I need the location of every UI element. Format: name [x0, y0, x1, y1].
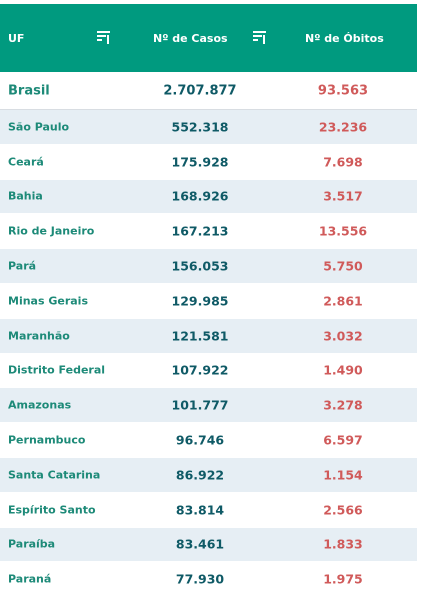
table-row: Ceará 175.928 7.698 — [0, 145, 417, 180]
casos-cell: 167.213 — [140, 214, 260, 248]
obitos-cell: 1.833 — [283, 528, 403, 562]
casos-value: 121.581 — [171, 328, 229, 344]
casos-value: 96.746 — [175, 432, 225, 448]
casos-value: 107.922 — [171, 362, 229, 378]
filter-icon[interactable] — [253, 31, 266, 44]
obitos-value: 1.154 — [323, 467, 363, 483]
casos-cell: 121.581 — [140, 319, 260, 353]
state-name: Paraíba — [8, 537, 56, 551]
obitos-cell: 2.861 — [283, 284, 403, 318]
column-header-obitos[interactable]: Nº de Óbitos — [305, 32, 384, 45]
column-header-casos[interactable]: Nº de Casos — [153, 32, 228, 45]
total-obitos: 93.563 — [317, 83, 369, 98]
table-row: Paraná 77.930 1.975 — [0, 562, 417, 597]
table-row: Pernambuco 96.746 6.597 — [0, 423, 417, 458]
obitos-value: 3.278 — [323, 397, 363, 413]
casos-value: 83.814 — [175, 502, 225, 518]
obitos-value: 6.597 — [323, 432, 363, 448]
state-name: Santa Catarina — [8, 468, 101, 482]
obitos-cell: 23.236 — [283, 110, 403, 144]
state-name: Maranhão — [8, 329, 70, 343]
obitos-cell: 3.032 — [283, 319, 403, 353]
casos-value: 77.930 — [175, 571, 225, 587]
obitos-value: 7.698 — [323, 154, 363, 170]
obitos-value: 5.750 — [323, 258, 363, 274]
table-row: Pará 156.053 5.750 — [0, 249, 417, 284]
table-row: Amazonas 101.777 3.278 — [0, 388, 417, 424]
casos-cell: 101.777 — [140, 388, 260, 422]
obitos-cell: 6.597 — [283, 423, 403, 457]
casos-value: 86.922 — [175, 467, 225, 483]
casos-value: 101.777 — [171, 397, 229, 413]
table-row: Espírito Santo 83.814 2.566 — [0, 493, 417, 528]
table-row: Minas Gerais 129.985 2.861 — [0, 284, 417, 319]
table-row: Rio de Janeiro 167.213 13.556 — [0, 214, 417, 250]
obitos-cell: 5.750 — [283, 249, 403, 283]
obitos-value: 23.236 — [318, 119, 368, 135]
table-row: Bahia 168.926 3.517 — [0, 179, 417, 215]
obitos-value: 1.490 — [323, 362, 363, 378]
total-name: Brasil — [8, 83, 50, 98]
casos-value: 156.053 — [171, 258, 229, 274]
casos-value: 167.213 — [171, 223, 229, 239]
casos-cell: 156.053 — [140, 249, 260, 283]
casos-cell: 129.985 — [140, 284, 260, 318]
column-header-uf[interactable]: UF — [8, 32, 25, 45]
state-name: Rio de Janeiro — [8, 224, 95, 238]
table-row: Santa Catarina 86.922 1.154 — [0, 457, 417, 493]
state-name: Paraná — [8, 572, 52, 586]
obitos-value: 13.556 — [318, 223, 368, 239]
state-name: Bahia — [8, 189, 43, 203]
obitos-cell: 3.278 — [283, 388, 403, 422]
state-name: Minas Gerais — [8, 294, 89, 308]
obitos-cell: 3.517 — [283, 180, 403, 214]
table-row: Maranhão 121.581 3.032 — [0, 318, 417, 354]
casos-cell: 83.461 — [140, 528, 260, 562]
obitos-value: 3.032 — [323, 328, 363, 344]
total-casos: 2.707.877 — [163, 83, 237, 98]
table-row: Distrito Federal 107.922 1.490 — [0, 354, 417, 389]
state-name: Distrito Federal — [8, 363, 106, 377]
casos-cell: 77.930 — [140, 562, 260, 596]
casos-cell: 107.922 — [140, 354, 260, 388]
table-row: São Paulo 552.318 23.236 — [0, 110, 417, 145]
state-name: São Paulo — [8, 120, 70, 134]
state-rows: São Paulo 552.318 23.236 Ceará 175.928 7… — [0, 110, 417, 597]
total-casos-cell: 2.707.877 — [140, 72, 260, 109]
casos-cell: 96.746 — [140, 423, 260, 457]
casos-value: 552.318 — [171, 119, 229, 135]
obitos-cell: 7.698 — [283, 145, 403, 179]
casos-cell: 552.318 — [140, 110, 260, 144]
obitos-value: 1.975 — [323, 571, 363, 587]
obitos-value: 1.833 — [323, 536, 363, 552]
obitos-cell: 13.556 — [283, 214, 403, 248]
total-row: Brasil 2.707.877 93.563 — [0, 72, 417, 110]
state-name: Pará — [8, 259, 37, 273]
casos-value: 168.926 — [171, 188, 229, 204]
total-obitos-cell: 93.563 — [283, 72, 403, 109]
casos-cell: 86.922 — [140, 458, 260, 492]
table-row: Paraíba 83.461 1.833 — [0, 527, 417, 563]
state-name: Espírito Santo — [8, 503, 96, 517]
casos-cell: 83.814 — [140, 493, 260, 527]
obitos-value: 2.566 — [323, 502, 363, 518]
state-name: Amazonas — [8, 398, 72, 412]
casos-value: 83.461 — [175, 536, 225, 552]
table-header: UF Nº de Casos Nº de Óbitos — [0, 4, 417, 72]
state-name: Pernambuco — [8, 433, 86, 447]
casos-cell: 168.926 — [140, 180, 260, 214]
obitos-value: 3.517 — [323, 188, 363, 204]
state-name: Ceará — [8, 155, 44, 169]
casos-value: 175.928 — [171, 154, 229, 170]
obitos-cell: 1.975 — [283, 562, 403, 596]
obitos-cell: 1.154 — [283, 458, 403, 492]
obitos-cell: 2.566 — [283, 493, 403, 527]
covid-table: UF Nº de Casos Nº de Óbitos Brasil 2.707… — [0, 4, 417, 597]
filter-icon[interactable] — [97, 31, 110, 44]
obitos-value: 2.861 — [323, 293, 363, 309]
casos-value: 129.985 — [171, 293, 229, 309]
obitos-cell: 1.490 — [283, 354, 403, 388]
casos-cell: 175.928 — [140, 145, 260, 179]
